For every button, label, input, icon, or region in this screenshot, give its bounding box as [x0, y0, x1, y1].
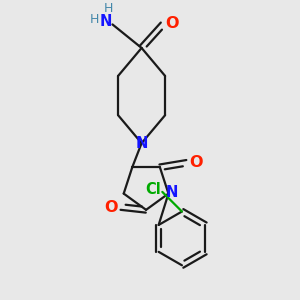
Text: N: N [135, 136, 148, 151]
Text: H: H [90, 14, 99, 26]
Text: Cl: Cl [146, 182, 161, 196]
Text: H: H [103, 2, 113, 15]
Text: O: O [105, 200, 118, 214]
Text: O: O [190, 155, 203, 170]
Text: N: N [166, 185, 178, 200]
Text: N: N [100, 14, 112, 29]
Text: O: O [166, 16, 179, 31]
